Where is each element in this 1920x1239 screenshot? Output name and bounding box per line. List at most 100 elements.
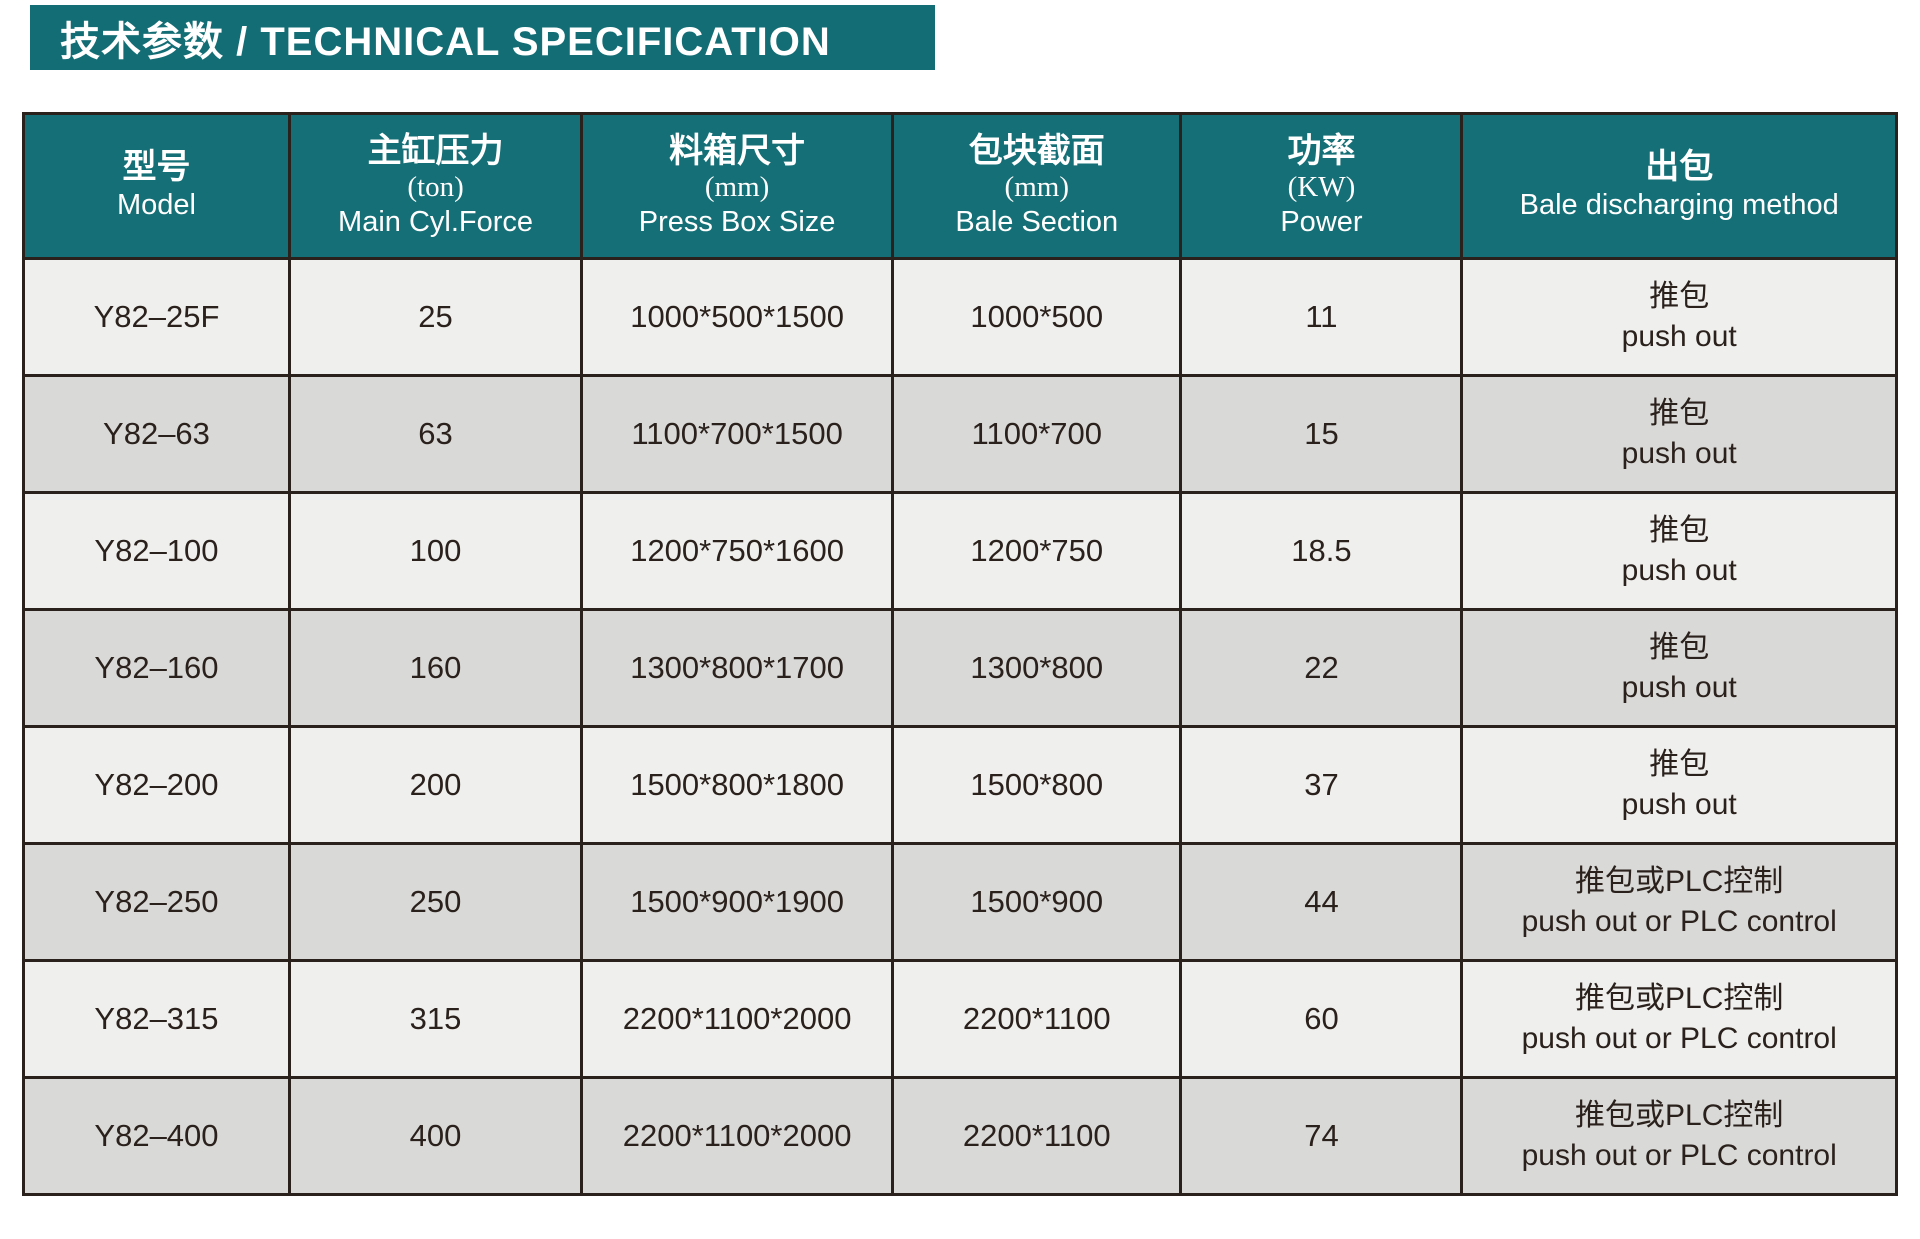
power-cell: 11	[1179, 257, 1464, 377]
discharge-method-en: push out or PLC control	[1521, 1139, 1837, 1172]
header-model-zh: 型号	[122, 147, 191, 188]
header-discharge-en: Bale discharging method	[1519, 189, 1839, 222]
discharge-method-en: push out or PLC control	[1521, 1022, 1837, 1055]
header-bale-section-unit: (mm)	[1004, 170, 1069, 203]
box-size-cell: 1000*500*1500	[580, 257, 895, 377]
power-cell: 18.5	[1179, 491, 1464, 611]
force-cell: 200	[287, 725, 584, 845]
bale-section-cell: 1500*800	[891, 725, 1183, 845]
power-cell: 74	[1179, 1076, 1464, 1196]
discharge-cell: 推包 push out	[1460, 257, 1898, 377]
discharge-method-zh: 推包或PLC控制	[1575, 981, 1784, 1015]
bale-section-cell: 1100*700	[891, 374, 1183, 494]
table-row: Y82–100 100 1200*750*1600 1200*750 18.5 推包 pus…	[22, 491, 1898, 611]
table-header: 型号 Model 主缸压力 (ton) Main Cyl.Force 料箱尺寸 …	[22, 112, 1898, 260]
discharge-cell: 推包 push out	[1460, 608, 1898, 728]
discharge-cell: 推包或PLC控制 push out or PLC control	[1460, 1076, 1898, 1196]
bale-section-cell: 2200*1100	[891, 959, 1183, 1079]
header-row: 型号 Model 主缸压力 (ton) Main Cyl.Force 料箱尺寸 …	[22, 112, 1898, 260]
table-row: Y82–160 160 1300*800*1700 1300*800 22 推包 push …	[22, 608, 1898, 728]
discharge-method-en: push out or PLC control	[1521, 905, 1837, 938]
header-box-size-unit: (mm)	[704, 170, 770, 203]
box-size-cell: 1500*900*1900	[580, 842, 895, 962]
discharge-cell: 推包或PLC控制 push out or PLC control	[1460, 959, 1898, 1079]
model-cell: Y82–25F	[22, 257, 291, 377]
discharge-method-en: push out	[1621, 437, 1737, 470]
discharge-method-en: push out	[1621, 788, 1737, 821]
power-cell: 44	[1179, 842, 1464, 962]
discharge-cell: 推包或PLC控制 push out or PLC control	[1460, 842, 1898, 962]
model-cell: Y82–100	[22, 491, 291, 611]
header-model: 型号 Model	[22, 112, 291, 260]
discharge-cell: 推包 push out	[1460, 374, 1898, 494]
header-model-en: Model	[116, 189, 196, 222]
page-title: 技术参数 / TECHNICAL SPECIFICATION	[60, 19, 831, 64]
title-banner: 技术参数 / TECHNICAL SPECIFICATION	[30, 5, 935, 70]
table-row: Y82–63 63 1100*700*1500 1100*700 15 推包 push ou…	[22, 374, 1898, 494]
discharge-method-zh: 推包	[1649, 513, 1710, 547]
power-cell: 37	[1179, 725, 1464, 845]
force-cell: 315	[287, 959, 584, 1079]
table-row: Y82–400 400 2200*1100*2000 2200*1100 74 推包或PL…	[22, 1076, 1898, 1196]
header-discharge: 出包 Bale discharging method	[1460, 112, 1898, 260]
table-row: Y82–250 250 1500*900*1900 1500*900 44 推包或PLC控…	[22, 842, 1898, 962]
model-cell: Y82–200	[22, 725, 291, 845]
header-bale-section-zh: 包块截面	[968, 130, 1105, 171]
model-cell: Y82–315	[22, 959, 291, 1079]
header-bale-section-en: Bale Section	[955, 206, 1119, 239]
bale-section-cell: 1300*800	[891, 608, 1183, 728]
discharge-method-zh: 推包	[1649, 279, 1710, 313]
header-force-zh: 主缸压力	[367, 130, 504, 171]
discharge-method-zh: 推包	[1649, 630, 1710, 664]
model-cell: Y82–160	[22, 608, 291, 728]
force-cell: 250	[287, 842, 584, 962]
header-box-size-en: Press Box Size	[638, 206, 836, 239]
header-discharge-zh: 出包	[1645, 147, 1714, 188]
force-cell: 400	[287, 1076, 584, 1196]
box-size-cell: 1500*800*1800	[580, 725, 895, 845]
box-size-cell: 2200*1100*2000	[580, 959, 895, 1079]
box-size-cell: 2200*1100*2000	[580, 1076, 895, 1196]
bale-section-cell: 2200*1100	[891, 1076, 1183, 1196]
force-cell: 160	[287, 608, 584, 728]
discharge-method-zh: 推包或PLC控制	[1575, 1098, 1784, 1132]
header-force: 主缸压力 (ton) Main Cyl.Force	[287, 112, 584, 260]
discharge-method-zh: 推包	[1649, 747, 1710, 781]
box-size-cell: 1300*800*1700	[580, 608, 895, 728]
header-force-en: Main Cyl.Force	[338, 206, 534, 239]
power-cell: 60	[1179, 959, 1464, 1079]
header-power-unit: (KW)	[1287, 170, 1356, 203]
table-body: Y82–25F 25 1000*500*1500 1000*500 11 推包 push o…	[22, 257, 1898, 1196]
header-power-en: Power	[1280, 206, 1363, 239]
header-power: 功率 (KW) Power	[1179, 112, 1464, 260]
box-size-cell: 1200*750*1600	[580, 491, 895, 611]
force-cell: 25	[287, 257, 584, 377]
discharge-method-en: push out	[1621, 320, 1737, 353]
bale-section-cell: 1500*900	[891, 842, 1183, 962]
header-box-size-zh: 料箱尺寸	[669, 130, 806, 171]
force-cell: 63	[287, 374, 584, 494]
bale-section-cell: 1000*500	[891, 257, 1183, 377]
discharge-method-zh: 推包或PLC控制	[1575, 864, 1784, 898]
table-row: Y82–315 315 2200*1100*2000 2200*1100 60 推包或PL…	[22, 959, 1898, 1079]
specification-table: 型号 Model 主缸压力 (ton) Main Cyl.Force 料箱尺寸 …	[22, 112, 1898, 1196]
discharge-method-en: push out	[1621, 671, 1737, 704]
header-power-zh: 功率	[1287, 130, 1356, 171]
model-cell: Y82–400	[22, 1076, 291, 1196]
box-size-cell: 1100*700*1500	[580, 374, 895, 494]
table-row: Y82–25F 25 1000*500*1500 1000*500 11 推包 push o…	[22, 257, 1898, 377]
power-cell: 22	[1179, 608, 1464, 728]
model-cell: Y82–250	[22, 842, 291, 962]
header-box-size: 料箱尺寸 (mm) Press Box Size	[580, 112, 895, 260]
discharge-cell: 推包 push out	[1460, 491, 1898, 611]
bale-section-cell: 1200*750	[891, 491, 1183, 611]
header-force-unit: (ton)	[407, 170, 464, 203]
force-cell: 100	[287, 491, 584, 611]
table-row: Y82–200 200 1500*800*1800 1500*800 37 推包 push …	[22, 725, 1898, 845]
power-cell: 15	[1179, 374, 1464, 494]
discharge-method-en: push out	[1621, 554, 1737, 587]
header-bale-section: 包块截面 (mm) Bale Section	[891, 112, 1183, 260]
model-cell: Y82–63	[22, 374, 291, 494]
discharge-method-zh: 推包	[1649, 396, 1710, 430]
discharge-cell: 推包 push out	[1460, 725, 1898, 845]
